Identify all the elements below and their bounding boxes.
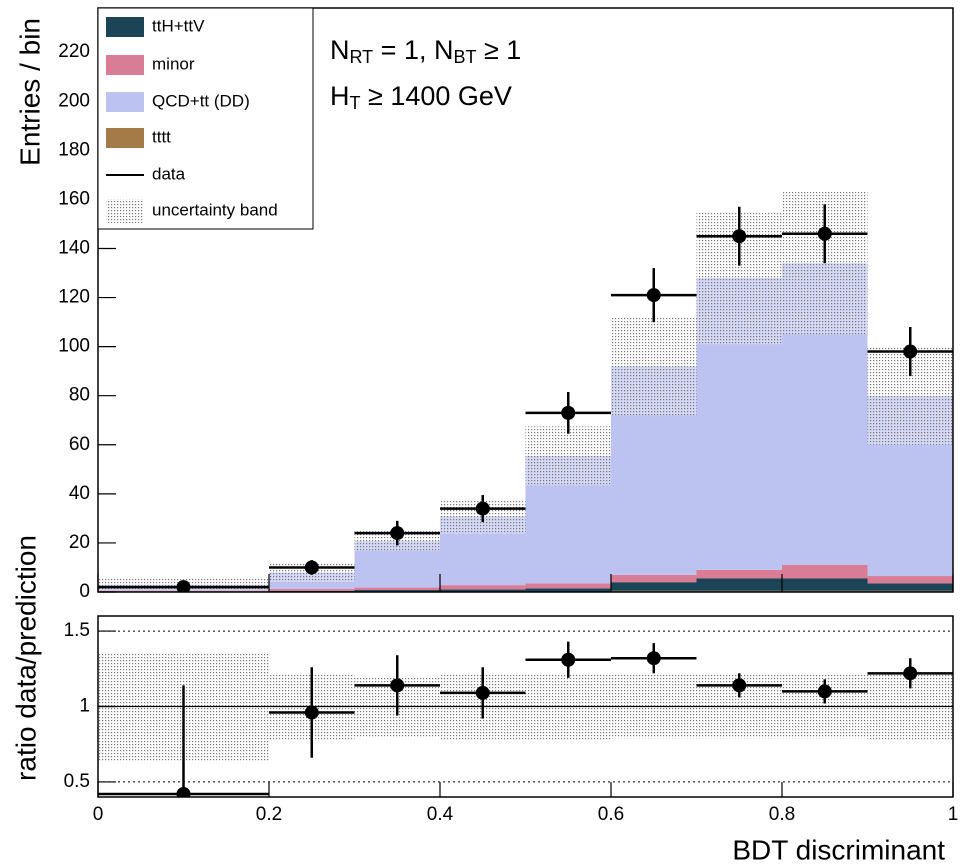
- x-tick-label: 0.6: [598, 804, 624, 825]
- legend-label: ttH+ttV: [152, 16, 205, 35]
- x-tick-label: 0.2: [256, 804, 282, 825]
- y-tick-label: 120: [58, 287, 90, 308]
- legend: ttH+ttV minor QCD+tt (DD) tttt data uncertain…: [97, 7, 314, 230]
- data-point: [561, 405, 576, 420]
- ratio-point: [390, 678, 405, 693]
- data-point: [732, 229, 747, 244]
- ratio-axis-title: ratio data/prediction: [10, 535, 41, 781]
- ratio-point: [304, 705, 319, 720]
- y-tick-label: 200: [58, 90, 90, 111]
- y-axis-title: Entries / bin: [14, 18, 45, 166]
- stack-segment: [440, 585, 526, 590]
- y-tick-label: 80: [69, 385, 90, 406]
- annotation-part: RT: [350, 47, 374, 67]
- ratio-point: [817, 684, 832, 699]
- stack-segment: [354, 587, 440, 591]
- legend-swatch: [106, 92, 144, 112]
- legend-swatch: [106, 55, 144, 75]
- stack-segment: [611, 574, 697, 583]
- data-point: [646, 288, 661, 303]
- legend-box: [97, 7, 314, 230]
- stack-segment: [440, 589, 526, 592]
- stack-segment: [696, 569, 782, 579]
- y-tick-label: 0: [79, 581, 90, 602]
- y-tick-label: 100: [58, 336, 90, 357]
- main-frame: [97, 7, 954, 593]
- ratio-point: [732, 678, 747, 693]
- stack-segment: [611, 582, 697, 591]
- ratio-point: [903, 666, 918, 681]
- x-tick-label: 0: [93, 804, 104, 825]
- y-tick-label: 220: [58, 41, 90, 62]
- uncertainty-band: [525, 426, 611, 486]
- stack-segment: [525, 583, 611, 589]
- legend-swatch: [106, 17, 144, 37]
- y-tick-label: 140: [58, 237, 90, 258]
- stack-segment: [782, 565, 868, 579]
- y-tick-label: 180: [58, 139, 90, 160]
- x-tick-label: 0.8: [769, 804, 795, 825]
- annotation: NRT = 1, NBT ≥ 1: [330, 35, 521, 67]
- ratio-point: [561, 652, 576, 667]
- stack-segment: [525, 588, 611, 592]
- ratio-point: [475, 685, 490, 700]
- legend-label: QCD+tt (DD): [152, 91, 250, 110]
- main-plot: [98, 192, 953, 592]
- annotation-part: ≥ 1: [476, 35, 521, 65]
- x-tick-label: 1: [948, 804, 959, 825]
- legend-swatch: [106, 199, 144, 223]
- ratio-plot: [98, 630, 953, 797]
- legend-swatch: [106, 128, 144, 148]
- annotation-part: ≥ 1400 GeV: [361, 81, 512, 111]
- y-tick-label: 160: [58, 188, 90, 209]
- ratio-point: [646, 651, 661, 666]
- ratio-point: [176, 786, 191, 797]
- ratio-y-tick-label: 1.5: [64, 620, 90, 641]
- ratio-y-tick-label: 0.5: [64, 771, 90, 792]
- legend-label: data: [152, 164, 186, 183]
- stack-segment: [269, 588, 355, 591]
- stack-segment: [354, 590, 440, 592]
- annotation-part: T: [350, 93, 361, 113]
- y-tick-label: 60: [69, 434, 90, 455]
- stack-segment: [782, 578, 868, 591]
- y-tick-label: 40: [69, 483, 90, 504]
- x-axis-title: BDT discriminant: [732, 834, 945, 865]
- legend-label: uncertainty band: [152, 200, 278, 219]
- annotation-part: BT: [453, 47, 476, 67]
- annotation-part: N: [330, 35, 350, 65]
- stack-segment: [867, 583, 953, 591]
- data-point: [390, 526, 405, 541]
- annotation: HT ≥ 1400 GeV: [330, 81, 512, 113]
- data-point: [176, 580, 191, 592]
- ratio-y-tick-label: 1: [79, 696, 90, 717]
- data-point: [304, 560, 319, 575]
- stack-segment: [696, 578, 782, 591]
- legend-label: minor: [152, 54, 195, 73]
- annotation-part: = 1, N: [373, 35, 453, 65]
- y-tick-label: 20: [69, 532, 90, 553]
- axes: 0 20 40 60 80 100 120 140 160 180 200 220 0.5 1 1.5 0 0.…: [58, 41, 958, 825]
- uncertainty-band: [611, 317, 697, 416]
- annotation-part: H: [330, 81, 350, 111]
- data-point: [817, 226, 832, 241]
- stack-segment: [867, 576, 953, 584]
- data-point: [903, 344, 918, 359]
- ratio-frame: [97, 615, 954, 798]
- data-point: [475, 501, 490, 516]
- legend-label: tttt: [152, 127, 171, 146]
- x-tick-label: 0.4: [427, 804, 454, 825]
